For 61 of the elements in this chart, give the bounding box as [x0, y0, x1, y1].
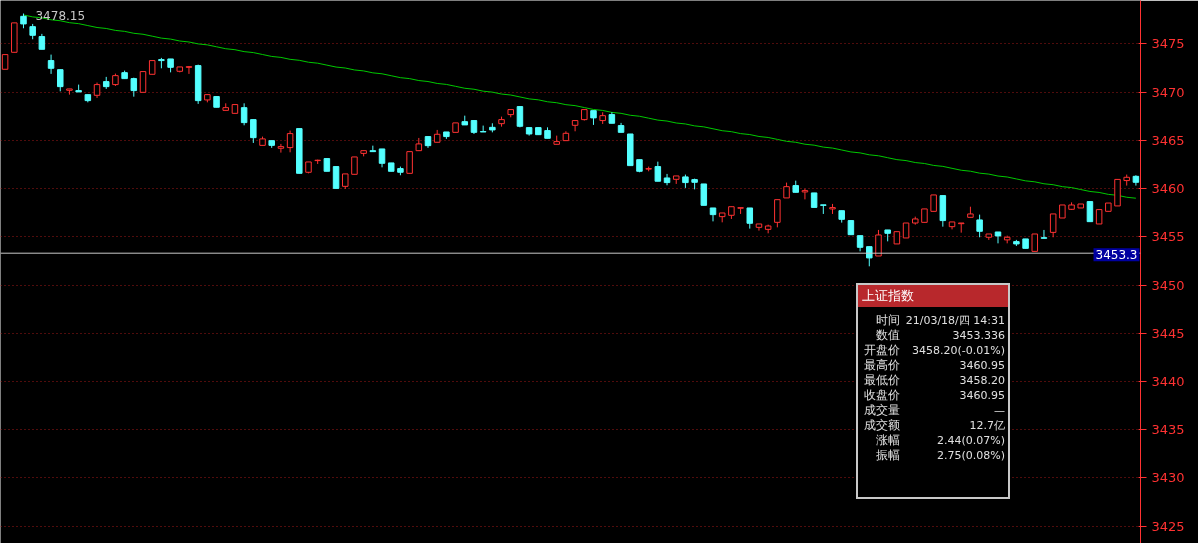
candlestick [332, 166, 340, 189]
candlestick [774, 199, 781, 228]
candlestick [1040, 229, 1048, 239]
candlestick [875, 229, 882, 257]
annotation: 12.7亿 [968, 418, 1006, 433]
candlestick [1086, 201, 1094, 223]
y-tick-label: 3445 [1151, 325, 1185, 341]
annotation: 3478.15 [35, 8, 86, 23]
candlestick [250, 119, 257, 144]
candlestick [801, 188, 809, 200]
candlestick [571, 120, 579, 132]
candlestick [994, 231, 1002, 244]
annotation: 21/03/18/四 14:31 [904, 313, 1006, 328]
candlestick [1049, 213, 1057, 238]
candlestick [700, 183, 708, 206]
annotation: 3453.336 [951, 328, 1006, 343]
candlestick [663, 173, 671, 186]
y-tick-label: 3470 [1151, 84, 1185, 100]
candlestick [654, 161, 662, 182]
annotation: 3458.20 [958, 373, 1006, 388]
annotation: 上证指数 [858, 285, 1008, 307]
y-tick-label: 3425 [1151, 518, 1185, 534]
y-tick-label: 3440 [1151, 373, 1185, 389]
y-tick-label: 3450 [1151, 277, 1185, 293]
candlestick [957, 222, 965, 234]
y-tick-label: 3455 [1151, 229, 1185, 245]
annotation: 2.44(0.07%) [935, 433, 1006, 448]
annotation: 收盘价 [863, 388, 900, 403]
annotation: 开盘价 [863, 343, 900, 358]
candlestick [139, 71, 147, 93]
candlestick [240, 102, 248, 126]
y-tick-label: 3460 [1151, 181, 1185, 197]
y-tick-label: 3430 [1151, 470, 1185, 486]
candlestick [866, 246, 873, 267]
annotation: 涨幅 [875, 433, 900, 448]
annotation: 振幅 [875, 448, 900, 463]
annotation: 3460.95 [958, 388, 1006, 403]
candlestick [378, 148, 386, 168]
candlestick [47, 54, 55, 75]
candlestick [976, 214, 983, 238]
annotation: 最低价 [863, 373, 900, 388]
annotation: 成交量 [863, 403, 900, 418]
annotation: 成交额 [863, 418, 900, 433]
candlestick [57, 69, 64, 92]
annotation: 数值 [875, 328, 900, 343]
y-tick-label: 3465 [1151, 132, 1185, 148]
annotation: 3458.20(-0.01%) [911, 343, 1006, 358]
annotation: — [993, 403, 1006, 418]
candlestick [406, 151, 413, 174]
candlestick [709, 207, 717, 222]
candlestick [746, 207, 754, 230]
annotation: 时间 [875, 313, 900, 328]
candlestick [185, 65, 193, 75]
candlestick [286, 130, 294, 153]
ref-line-label: 3453.3 [1095, 248, 1138, 263]
candlestick [277, 143, 285, 154]
y-tick-label: 3475 [1151, 36, 1185, 52]
annotation: 最高价 [863, 358, 900, 373]
annotation: 3460.95 [958, 358, 1006, 373]
annotation: 2.75(0.08%) [935, 448, 1006, 463]
y-tick-label: 3435 [1151, 422, 1185, 438]
